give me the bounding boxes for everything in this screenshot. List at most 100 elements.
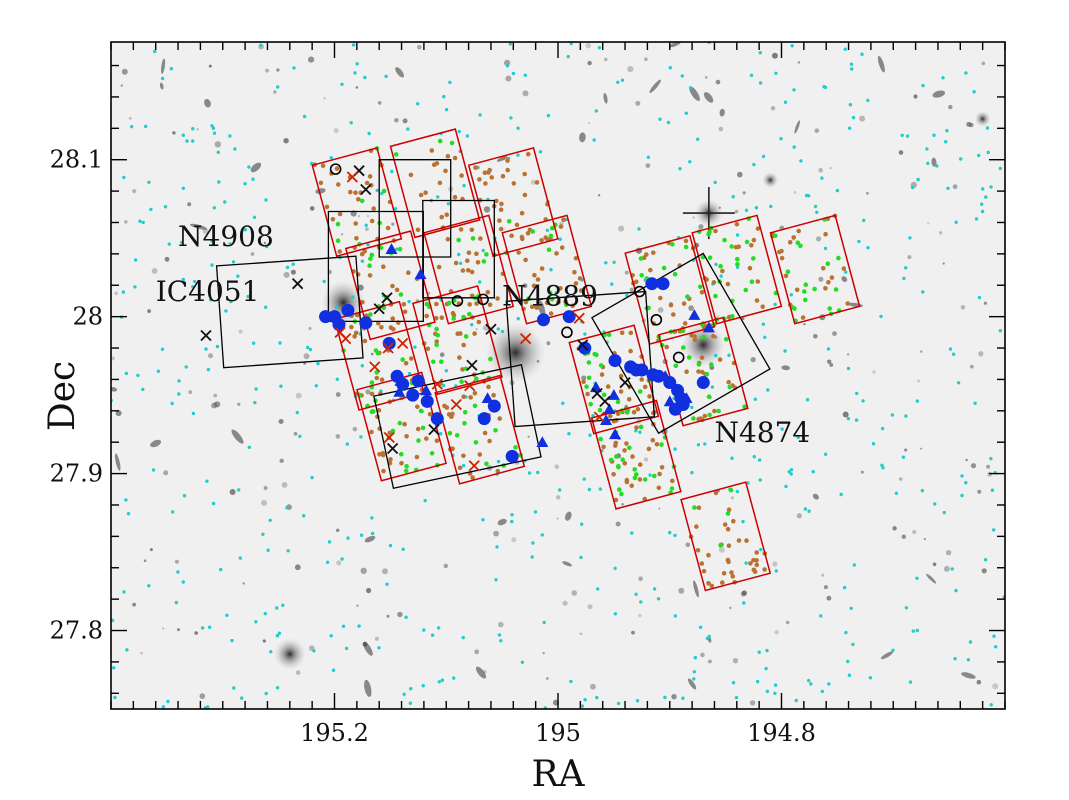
cyan-point xyxy=(854,418,859,422)
cyan-point xyxy=(880,426,885,431)
background-galaxy xyxy=(827,359,832,364)
cyan-point xyxy=(714,262,718,267)
background-galaxy xyxy=(981,568,987,574)
brown-point xyxy=(408,172,414,178)
cyan-point xyxy=(225,613,229,617)
background-galaxy xyxy=(657,307,664,313)
background-galaxy xyxy=(920,447,923,450)
cyan-point xyxy=(549,268,553,272)
green-point xyxy=(707,412,712,418)
background-galaxy xyxy=(932,562,937,567)
red-footprint xyxy=(423,214,515,325)
cyan-point xyxy=(994,645,998,649)
cyan-point xyxy=(823,246,828,251)
green-point xyxy=(546,247,552,253)
brown-point xyxy=(618,373,624,379)
blue-circle-marker xyxy=(505,449,519,463)
brown-point xyxy=(453,260,459,266)
brown-point xyxy=(754,550,759,555)
brown-point xyxy=(626,397,632,402)
cyan-point xyxy=(904,414,908,418)
brown-point xyxy=(796,228,801,234)
background-galaxy xyxy=(391,222,395,226)
cyan-point xyxy=(583,332,587,336)
cyan-point xyxy=(735,233,740,237)
blue-circle-marker xyxy=(635,363,649,377)
background-galaxy xyxy=(439,352,445,358)
brown-point xyxy=(509,233,514,238)
cyan-point xyxy=(341,624,346,628)
brown-point xyxy=(457,355,462,360)
background-galaxy xyxy=(678,587,685,594)
green-point xyxy=(449,140,455,146)
brown-point xyxy=(495,296,500,301)
cyan-point xyxy=(401,547,405,551)
green-point xyxy=(381,188,387,194)
cyan-point xyxy=(247,165,251,169)
cyan-point xyxy=(974,217,979,221)
brown-point xyxy=(713,228,718,234)
green-point xyxy=(462,421,467,426)
cyan-point xyxy=(921,83,925,88)
cyan-point xyxy=(989,456,993,461)
green-point xyxy=(617,487,622,492)
background-galaxy xyxy=(785,620,790,625)
cyan-point xyxy=(181,186,185,190)
background-galaxy xyxy=(504,59,511,66)
cyan-point xyxy=(915,628,919,633)
red-cross-marker xyxy=(369,361,381,373)
brown-point xyxy=(692,334,697,339)
blue-triangle-marker xyxy=(394,374,407,386)
cyan-point xyxy=(223,200,227,204)
brown-point xyxy=(415,404,420,410)
cyan-points xyxy=(111,42,1005,709)
background-galaxy xyxy=(741,590,747,596)
galaxy-blob xyxy=(273,638,306,671)
background-galaxy xyxy=(530,179,537,185)
cyan-point xyxy=(138,219,142,223)
brown-point xyxy=(682,321,688,326)
background-galaxy xyxy=(581,375,587,381)
background-galaxy xyxy=(323,97,326,100)
cyan-point xyxy=(439,432,443,436)
cyan-point xyxy=(945,129,949,133)
background-galaxy xyxy=(579,132,586,143)
blue-triangle-marker xyxy=(420,384,433,396)
cyan-point xyxy=(442,94,446,99)
background-galaxy xyxy=(238,329,243,334)
brown-point xyxy=(749,243,754,248)
cyan-point xyxy=(968,640,973,644)
cyan-point xyxy=(849,606,853,610)
green-point xyxy=(749,279,755,285)
background-galaxy xyxy=(114,453,121,471)
green-point xyxy=(451,316,457,321)
cyan-point xyxy=(181,580,185,584)
background-galaxy xyxy=(715,79,721,85)
brown-point xyxy=(455,331,461,337)
cyan-point xyxy=(755,679,760,684)
cyan-point xyxy=(613,566,617,570)
green-point xyxy=(680,328,686,334)
cyan-point xyxy=(191,285,195,289)
red-footprint xyxy=(501,214,593,325)
y-tick-label: 27.8 xyxy=(50,617,103,645)
green-point xyxy=(472,403,478,409)
cyan-point xyxy=(302,114,307,119)
cyan-point xyxy=(692,670,696,674)
green-point xyxy=(718,542,723,548)
cyan-point xyxy=(684,111,688,115)
background-galaxy xyxy=(132,189,137,194)
background-galaxy xyxy=(505,75,512,82)
background-galaxy xyxy=(537,299,546,317)
cyan-point xyxy=(344,646,349,651)
cyan-point xyxy=(409,687,413,691)
cyan-point xyxy=(113,695,117,700)
black-footprint xyxy=(373,364,542,489)
background-galaxy xyxy=(261,499,268,506)
background-galaxy xyxy=(829,363,834,367)
black-cross-marker xyxy=(373,303,385,315)
background-galaxy xyxy=(382,568,388,575)
cyan-point xyxy=(538,150,543,154)
cyan-point xyxy=(744,561,748,565)
green-point xyxy=(601,392,607,398)
